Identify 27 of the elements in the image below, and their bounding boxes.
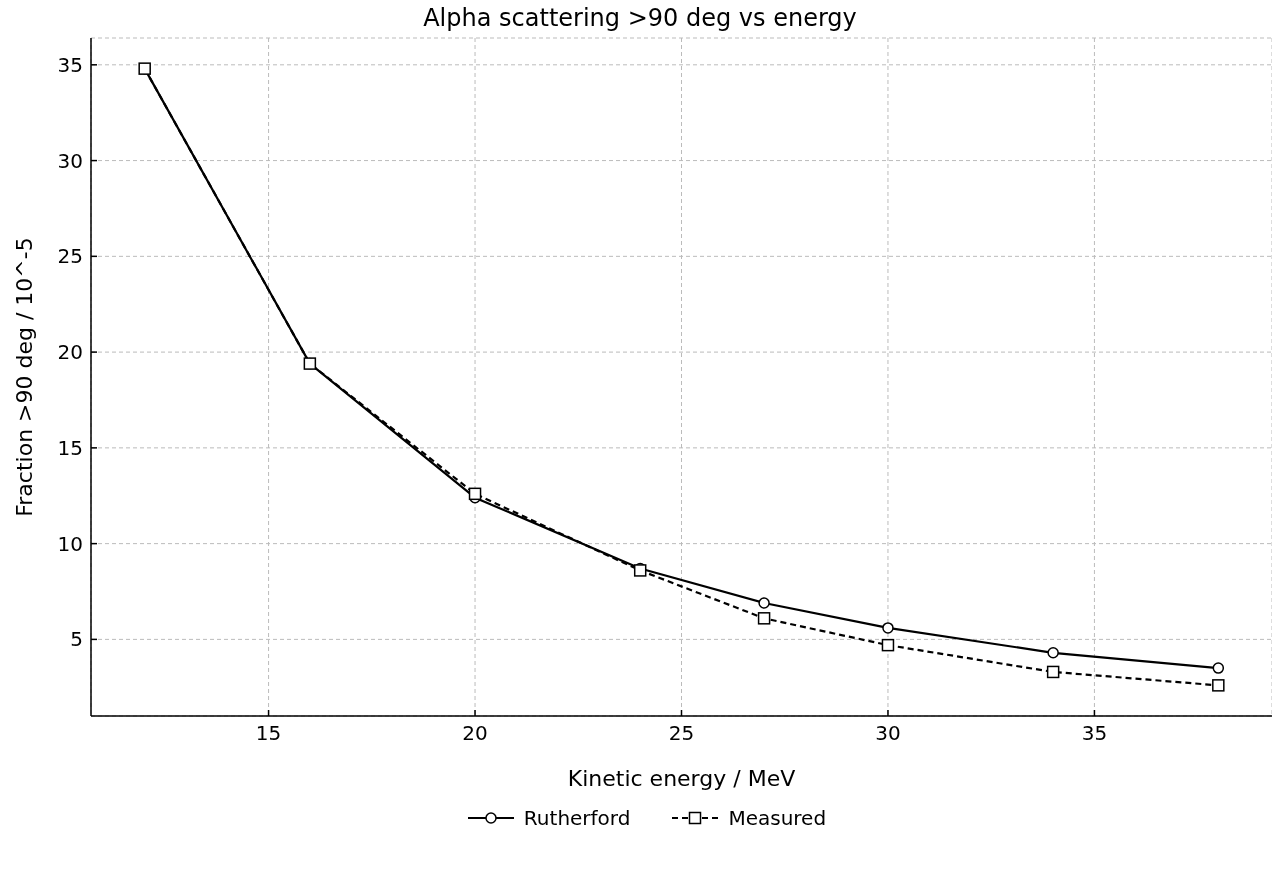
x-tick-label: 30	[875, 721, 901, 746]
y-tick-label: 15	[57, 435, 83, 460]
chart-title: Alpha scattering >90 deg vs energy	[422, 4, 858, 34]
y-tick-label: 35	[57, 52, 83, 77]
point	[1046, 665, 1060, 679]
y-tick-label: 20	[57, 340, 83, 365]
point	[1212, 662, 1225, 674]
point	[138, 62, 151, 75]
x-axis-title: Kinetic energy / MeV	[567, 766, 796, 791]
point	[882, 622, 894, 634]
point	[757, 612, 771, 625]
x-tick-label: 25	[668, 721, 695, 746]
x-tick-label: 15	[255, 721, 282, 746]
x-tick-label: 35	[1081, 721, 1108, 746]
point	[1212, 679, 1225, 692]
point	[881, 638, 895, 652]
legend-label: Measured	[728, 806, 827, 830]
y-tick-label: 5	[70, 627, 83, 652]
y-tick-label: 10	[57, 531, 83, 556]
point	[758, 597, 770, 609]
y-axis-title: Fraction >90 deg / 10^-5	[11, 237, 37, 517]
legend-label: Rutherford	[523, 806, 631, 830]
x-tick-label: 20	[462, 721, 488, 746]
y-tick-label: 30	[57, 148, 83, 173]
y-tick-label: 25	[57, 244, 83, 269]
point	[1047, 647, 1059, 659]
point	[468, 487, 482, 501]
